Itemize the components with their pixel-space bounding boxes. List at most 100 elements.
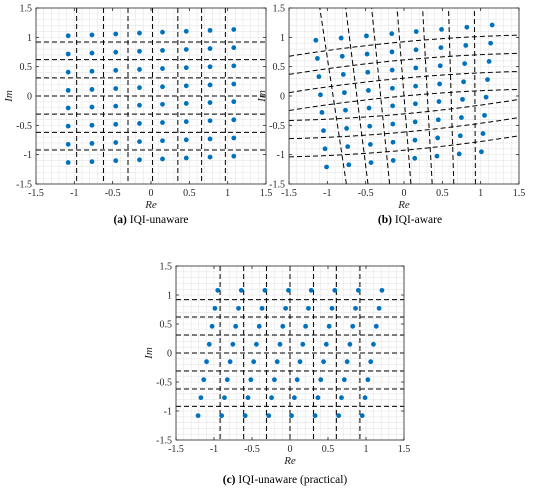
constellation-point [207,27,213,33]
constellation-point [321,359,326,365]
constellation-point [262,287,268,293]
constellation-point [464,24,470,30]
y-tick-label: 1 [167,291,172,302]
constellation-point [231,27,237,32]
constellation-point [347,341,353,347]
constellation-point [390,158,396,163]
constellation-point [224,377,230,383]
caption-b-tag: (b) [377,214,392,226]
constellation-point [286,287,291,293]
constellation-point [204,359,209,365]
decision-line-horizontal [289,71,519,94]
constellation-point [457,133,463,139]
y-tick-label: -1 [24,150,32,161]
y-tick-label: 0.5 [160,320,173,331]
constellation-point [412,119,418,125]
constellation-point [137,48,142,54]
constellation-point [89,50,95,56]
constellation-point [183,137,189,143]
constellation-point [160,47,165,53]
constellation-point [227,359,233,365]
constellation-point [338,35,344,41]
constellation-point [207,82,213,88]
constellation-point [376,305,382,311]
constellation-point [137,157,142,163]
y-tick-label: 0 [167,349,172,360]
constellation-point [368,359,374,365]
decision-line-vertical [345,8,369,184]
constellation-point [413,65,419,71]
y-tick-label: -1 [277,150,285,161]
constellation-point [324,164,329,170]
constellation-point [319,110,325,115]
constellation-point [242,413,248,419]
x-tick-label: 1.5 [398,444,411,455]
constellation-point [207,118,213,124]
constellation-point [207,136,213,142]
constellation-point [437,81,442,87]
constellation-point [113,31,119,37]
constellation-point [89,159,95,165]
constellation-point [343,107,348,113]
constellation-point [259,305,265,311]
constellation-point [367,142,373,147]
constellation-point [215,287,221,293]
x-tick-label: 0 [402,188,407,199]
constellation-point [291,395,297,401]
constellation-point [183,83,189,89]
constellation-point [389,49,395,55]
constellation-point [160,84,165,90]
caption-a-tag: (a) [113,214,127,226]
constellation-point [344,126,349,131]
constellation-point [280,323,286,329]
constellation-point [248,377,254,383]
constellation-point [318,377,324,383]
decision-lines [289,8,519,184]
constellation-point [437,63,443,69]
constellation-point [113,140,119,145]
constellation-point [89,141,95,146]
decision-line-vertical [447,8,455,184]
constellation-point [65,141,71,147]
constellation-point [65,87,71,93]
constellation-point [367,123,373,129]
constellation-point [297,359,303,365]
constellation-point [365,69,371,75]
constellation-point [89,68,95,74]
y-axis-title: Im [143,347,155,360]
constellation-point [256,323,262,329]
constellation-point [198,395,204,401]
constellation-point [362,395,368,401]
constellation-point [350,323,356,329]
constellation-point [269,395,274,401]
y-tick-label: 0.5 [273,62,286,73]
y-tick-label: 1.5 [20,4,33,15]
x-tick-label: 0.5 [436,188,449,199]
constellation-point [65,33,71,39]
x-tick-label: -0.5 [244,444,260,455]
constellation-point [345,144,351,149]
constellation-point [283,305,289,311]
constellation-point [65,105,71,111]
constellation-point [137,139,142,145]
constellation-point [359,413,365,419]
constellation-point [137,30,142,36]
constellation-point [412,101,418,107]
constellation-point [342,90,347,96]
y-tick-label: -1.5 [269,180,285,191]
constellation-point [379,287,385,293]
constellation-point [231,45,237,51]
constellation-point [113,158,119,164]
constellation-point [461,79,466,85]
decision-line-horizontal [289,88,519,112]
constellation-point [113,86,119,91]
constellation-point [412,155,418,161]
constellation-point [390,139,396,145]
constellation-point [65,51,71,57]
constellation-point [435,135,441,141]
constellation-point [365,377,371,383]
constellation-point [318,92,323,98]
